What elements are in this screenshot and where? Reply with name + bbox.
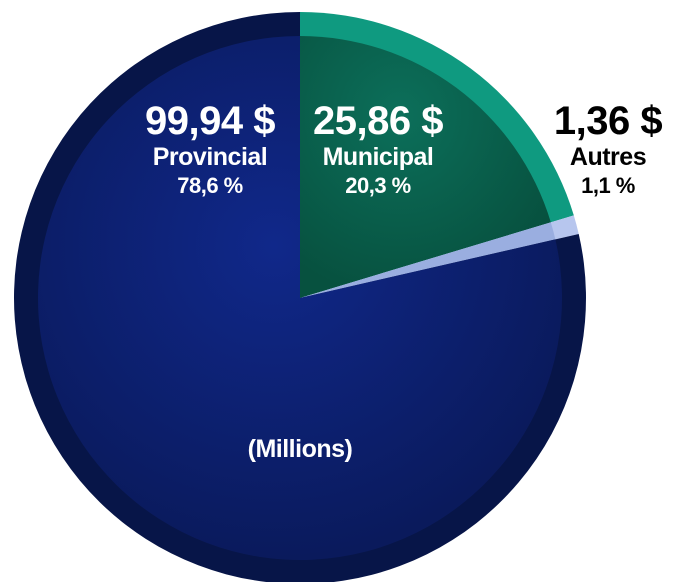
autres-percent: 1,1 % bbox=[581, 173, 635, 198]
provincial-name: Provincial bbox=[152, 143, 268, 171]
provincial-percent: 78,6 % bbox=[177, 173, 243, 198]
autres-name: Autres bbox=[569, 143, 647, 171]
provincial-value: 99,94 $ bbox=[145, 99, 275, 143]
municipal-percent: 20,3 % bbox=[345, 173, 411, 198]
pie-slice-municipal bbox=[300, 36, 551, 298]
municipal-label: 25,86 $ Municipal 20,3 % bbox=[298, 100, 458, 200]
pie-slice-autres bbox=[300, 222, 556, 298]
autres-value: 1,36 $ bbox=[553, 99, 663, 143]
autres-label: 1,36 $ Autres 1,1 % bbox=[548, 100, 668, 200]
municipal-value: 25,86 $ bbox=[313, 99, 443, 143]
pie-slice-provincial bbox=[38, 36, 563, 561]
provincial-label: 99,94 $ Provincial 78,6 % bbox=[130, 100, 290, 200]
municipal-name: Municipal bbox=[322, 143, 434, 171]
unit-note: (Millions) bbox=[247, 435, 353, 463]
